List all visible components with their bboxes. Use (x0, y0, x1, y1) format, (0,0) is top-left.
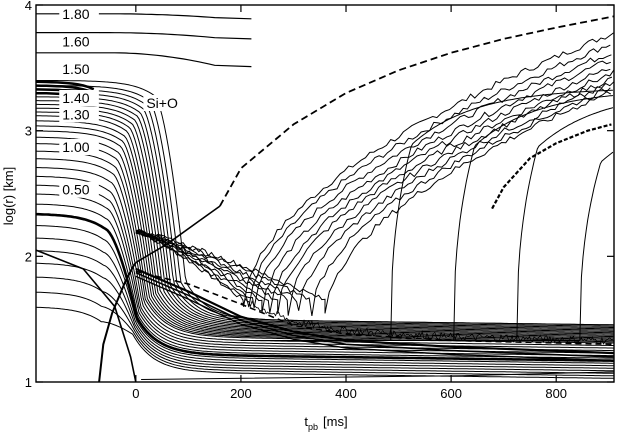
x-axis-label: tpb [ms] (304, 414, 347, 432)
mass-shell-4 (35, 96, 614, 330)
mass-shell-10 (35, 120, 615, 338)
mass-shell-22 (36, 212, 614, 362)
annotation-bg-2 (59, 61, 99, 78)
annotation-bg-1 (59, 33, 99, 50)
late-ejected-shell-3 (240, 151, 614, 341)
mass-shell-27 (35, 276, 614, 374)
noisy-gain-line (240, 298, 613, 345)
mass-shell-6 (36, 103, 614, 332)
mass-shell-23 (35, 225, 614, 364)
ejected-shell-3 (135, 60, 611, 314)
ejected-shell-9 (135, 91, 612, 314)
ejected-shell-2 (135, 54, 612, 308)
x-axis-label-sub: pb (308, 422, 318, 432)
y-axis-label: log(r) [km] (1, 167, 16, 226)
x-axis-label-unit: [ms] (323, 414, 348, 429)
mass-shell-thick-2 (35, 84, 95, 95)
annotation-label-4: 1.30 (62, 106, 89, 122)
annotation-label-5: Si+O (146, 95, 178, 111)
annotation-label-0: 1.80 (62, 6, 89, 22)
ejected-shell-0 (135, 32, 614, 307)
annotations-layer: 1.80 1.60 1.50 1.401.30 Si+O 1.00 0.50 (59, 5, 183, 198)
annotation-bg-7 (59, 181, 99, 198)
mass-shell-11 (36, 125, 615, 339)
annotation-label-3: 1.40 (62, 90, 89, 106)
annotation-bg-4 (59, 106, 99, 123)
mass-shell-thick-3 (35, 80, 95, 91)
mass-shell-outer-2 (36, 52, 252, 68)
neutron-star-core-line (135, 275, 615, 362)
mass-shell-26 (35, 262, 614, 372)
mass-shell-12 (35, 130, 614, 340)
x-tick-label-0: 0 (132, 386, 139, 401)
x-tick-label-3: 600 (440, 386, 462, 401)
mass-shell-9 (36, 115, 614, 336)
annotation-bg-5 (143, 95, 183, 112)
neutron-star-surface-line (135, 267, 615, 355)
ejected-shell-6 (135, 76, 613, 316)
y-tick-label-1: 2 (25, 249, 32, 264)
mass-shell-24 (36, 237, 614, 367)
mass-shell-29 (35, 306, 614, 379)
plot-frame (35, 4, 615, 383)
x-axis-label-main: t (304, 414, 308, 429)
ticks-layer: 0 200 400 600 800 1 2 3 4 (25, 0, 614, 401)
annotation-label-6: 1.00 (62, 139, 89, 155)
annotation-label-1: 1.60 (62, 33, 89, 49)
mass-shell-16 (35, 158, 614, 346)
mass-shell-20 (35, 193, 614, 357)
annotation-label-7: 0.50 (62, 182, 89, 198)
mass-shell-15 (35, 150, 614, 344)
y-tick-label-0: 1 (25, 375, 32, 390)
y-tick-label-3: 4 (25, 0, 32, 13)
mass-shell-25 (36, 250, 615, 369)
late-ejected-shell-2 (240, 107, 614, 341)
ejected-shell-7 (135, 81, 615, 311)
bounce-rise-line (98, 262, 137, 383)
wind-segment-line (491, 123, 612, 210)
mass-shell-8 (36, 111, 614, 335)
mass-shell-3 (36, 92, 614, 328)
mass-shell-19 (36, 184, 614, 354)
shock-early-line (135, 205, 221, 264)
y-tick-label-2: 3 (25, 124, 32, 139)
ejected-shell-8 (135, 87, 611, 316)
ejected-shell-4 (135, 68, 611, 314)
x-tick-label-1: 200 (230, 386, 252, 401)
shock-dashed-line (219, 15, 615, 207)
neutron-star-surface-inner-line (135, 271, 615, 358)
annotation-bg-0 (59, 5, 99, 22)
deep-core-line (141, 371, 615, 380)
mass-shell-7 (36, 107, 614, 334)
ejected-shell-5 (135, 69, 615, 314)
mass-shell-outer-1 (36, 32, 252, 40)
annotation-bg-3 (59, 89, 99, 106)
annotation-bg-6 (59, 139, 99, 156)
annotation-label-2: 1.50 (62, 61, 89, 77)
x-tick-label-4: 800 (545, 386, 567, 401)
x-tick-label-2: 400 (335, 386, 357, 401)
curves-layer (35, 13, 615, 383)
